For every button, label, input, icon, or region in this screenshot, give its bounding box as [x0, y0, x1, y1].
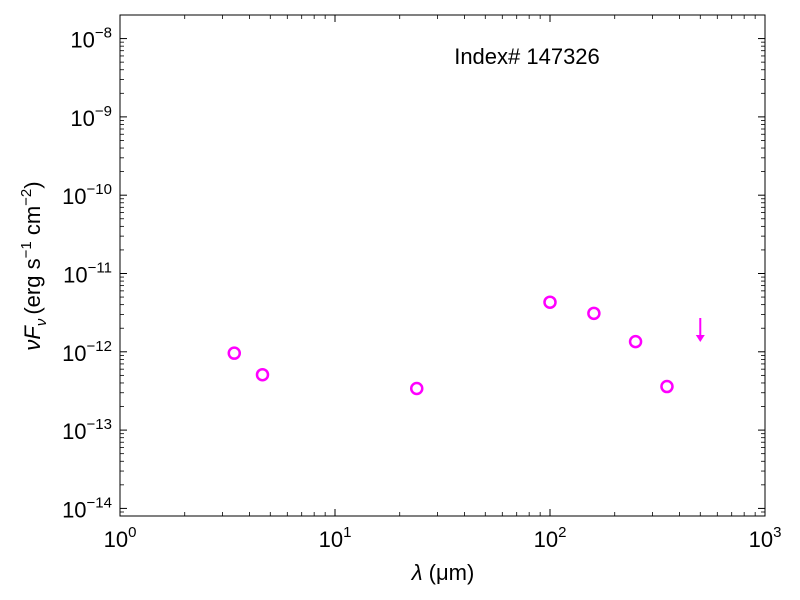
y-tick-label: 10−9	[70, 103, 112, 131]
x-axis-unit: (μm)	[429, 560, 475, 585]
data-point	[587, 306, 601, 321]
y-tick-label: 10−13	[62, 416, 112, 444]
x-tick-label: 100	[104, 524, 137, 552]
y-axis-unit-suffix: )	[20, 181, 45, 188]
minor-ticks	[120, 15, 765, 516]
data-point	[227, 346, 242, 360]
y-axis-symbol: νF	[20, 325, 45, 351]
y-tick-label: 10−14	[62, 494, 112, 522]
chart-annotation: Index# 147326	[454, 44, 600, 69]
upper-limit-markers	[695, 317, 705, 342]
y-axis-label: νFν (erg s−1 cm−2)	[18, 181, 50, 350]
x-axis-label: λ (μm)	[411, 560, 475, 585]
x-axis-symbol: λ	[411, 560, 423, 585]
data-point	[660, 379, 674, 394]
upper-limit-arrow	[695, 317, 705, 342]
y-tick-label: 10−8	[70, 25, 112, 53]
major-ticks	[119, 15, 766, 516]
data-point	[628, 334, 643, 349]
upper-limit-head	[695, 334, 705, 342]
y-tick-label: 10−10	[62, 181, 112, 209]
x-tick-label: 103	[749, 524, 782, 552]
y-axis-unit-exp1: −1	[18, 241, 35, 258]
y-axis-unit-exp2: −2	[18, 189, 35, 206]
y-axis-unit-prefix: (erg s	[20, 258, 45, 314]
plot-frame	[119, 14, 766, 517]
x-tick-label: 101	[319, 524, 352, 552]
data-point	[409, 381, 424, 396]
data-points	[227, 295, 674, 396]
y-tick-label: 10−12	[62, 338, 112, 366]
y-tick-labels: 10−14 10−13 10−12 10−11 10−10 10−9 10−8	[62, 25, 112, 523]
x-tick-label: 102	[534, 524, 567, 552]
y-tick-label: 10−11	[63, 259, 112, 287]
y-axis-subscript: ν	[33, 318, 50, 326]
x-tick-labels: 100 101 102 103	[104, 524, 782, 552]
data-point	[255, 367, 270, 382]
y-axis-unit-mid: cm	[20, 206, 45, 241]
data-point	[543, 295, 557, 309]
